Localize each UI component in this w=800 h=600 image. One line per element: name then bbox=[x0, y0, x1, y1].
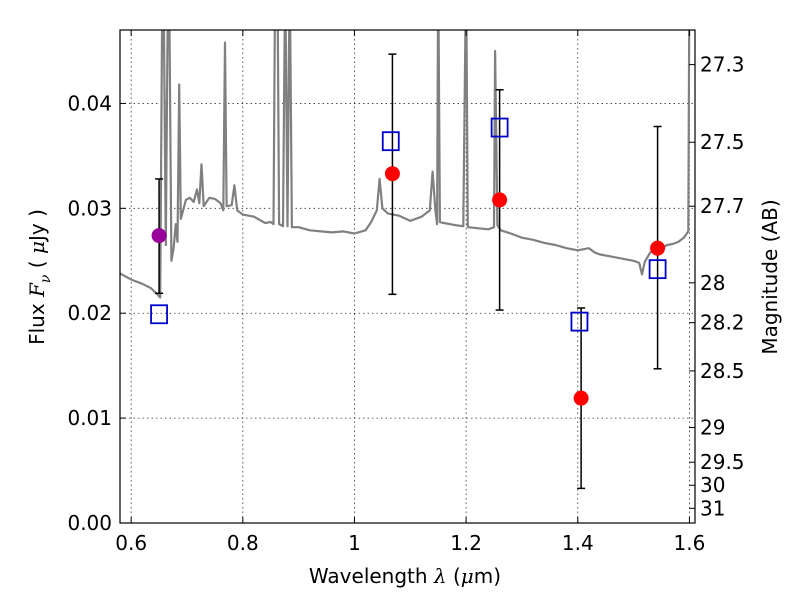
observed-flux-point bbox=[492, 192, 508, 208]
model-spectrum-layer bbox=[120, 30, 691, 299]
x-tick-label: 1.6 bbox=[674, 531, 706, 555]
right-tick-label: 29 bbox=[700, 416, 725, 440]
model-spectrum-line bbox=[120, 30, 691, 299]
y-tick-label: 0.04 bbox=[67, 91, 112, 115]
x-axis-label: Wavelength λ (μm) bbox=[309, 564, 501, 588]
y-axis-label: Flux Fν ( μJy ) bbox=[25, 209, 54, 345]
model-photometry-square bbox=[570, 311, 589, 332]
right-tick-label: 28.5 bbox=[700, 359, 745, 383]
right-tick-label: 28.2 bbox=[700, 311, 745, 335]
x-tick-label: 1 bbox=[348, 531, 361, 555]
model-photometry-square bbox=[490, 117, 509, 138]
plot-frame bbox=[119, 29, 696, 524]
right-tick-label: 27.7 bbox=[700, 194, 745, 218]
x-tick-label: 1.4 bbox=[562, 531, 594, 555]
right-tick-label: 27.5 bbox=[700, 130, 745, 154]
x-tick-label: 1.2 bbox=[450, 531, 482, 555]
right-tick-label: 31 bbox=[700, 496, 725, 520]
x-axis-ticks: 0.6 0.8 1 1.2 1.4 1.6 bbox=[115, 30, 705, 555]
model-photometry-square bbox=[381, 131, 400, 152]
model-photometry-square bbox=[648, 259, 667, 280]
point-layer bbox=[150, 117, 667, 406]
right-tick-label: 30 bbox=[700, 473, 725, 497]
model-photometry-square bbox=[150, 304, 168, 325]
x-tick-label: 0.6 bbox=[115, 531, 147, 555]
y-tick-label: 0.02 bbox=[67, 301, 112, 325]
y-tick-label: 0.01 bbox=[67, 406, 112, 430]
x-tick-label: 0.8 bbox=[227, 531, 259, 555]
y-tick-label: 0.00 bbox=[67, 511, 112, 535]
y-tick-label: 0.03 bbox=[67, 196, 112, 220]
right-tick-label: 27.3 bbox=[700, 53, 745, 77]
observed-flux-point bbox=[573, 390, 589, 406]
errorbar-layer bbox=[155, 53, 662, 490]
observed-flux-point bbox=[384, 166, 400, 182]
y2-axis-label: Magnitude (AB) bbox=[758, 199, 782, 354]
observed-flux-point bbox=[151, 228, 167, 244]
observed-flux-point bbox=[650, 240, 666, 256]
y-axis-ticks: 0.00 0.01 0.02 0.03 0.04 bbox=[67, 91, 126, 535]
right-tick-label: 29.5 bbox=[700, 450, 745, 474]
grid-lines bbox=[120, 30, 695, 524]
right-tick-label: 28 bbox=[700, 271, 725, 295]
